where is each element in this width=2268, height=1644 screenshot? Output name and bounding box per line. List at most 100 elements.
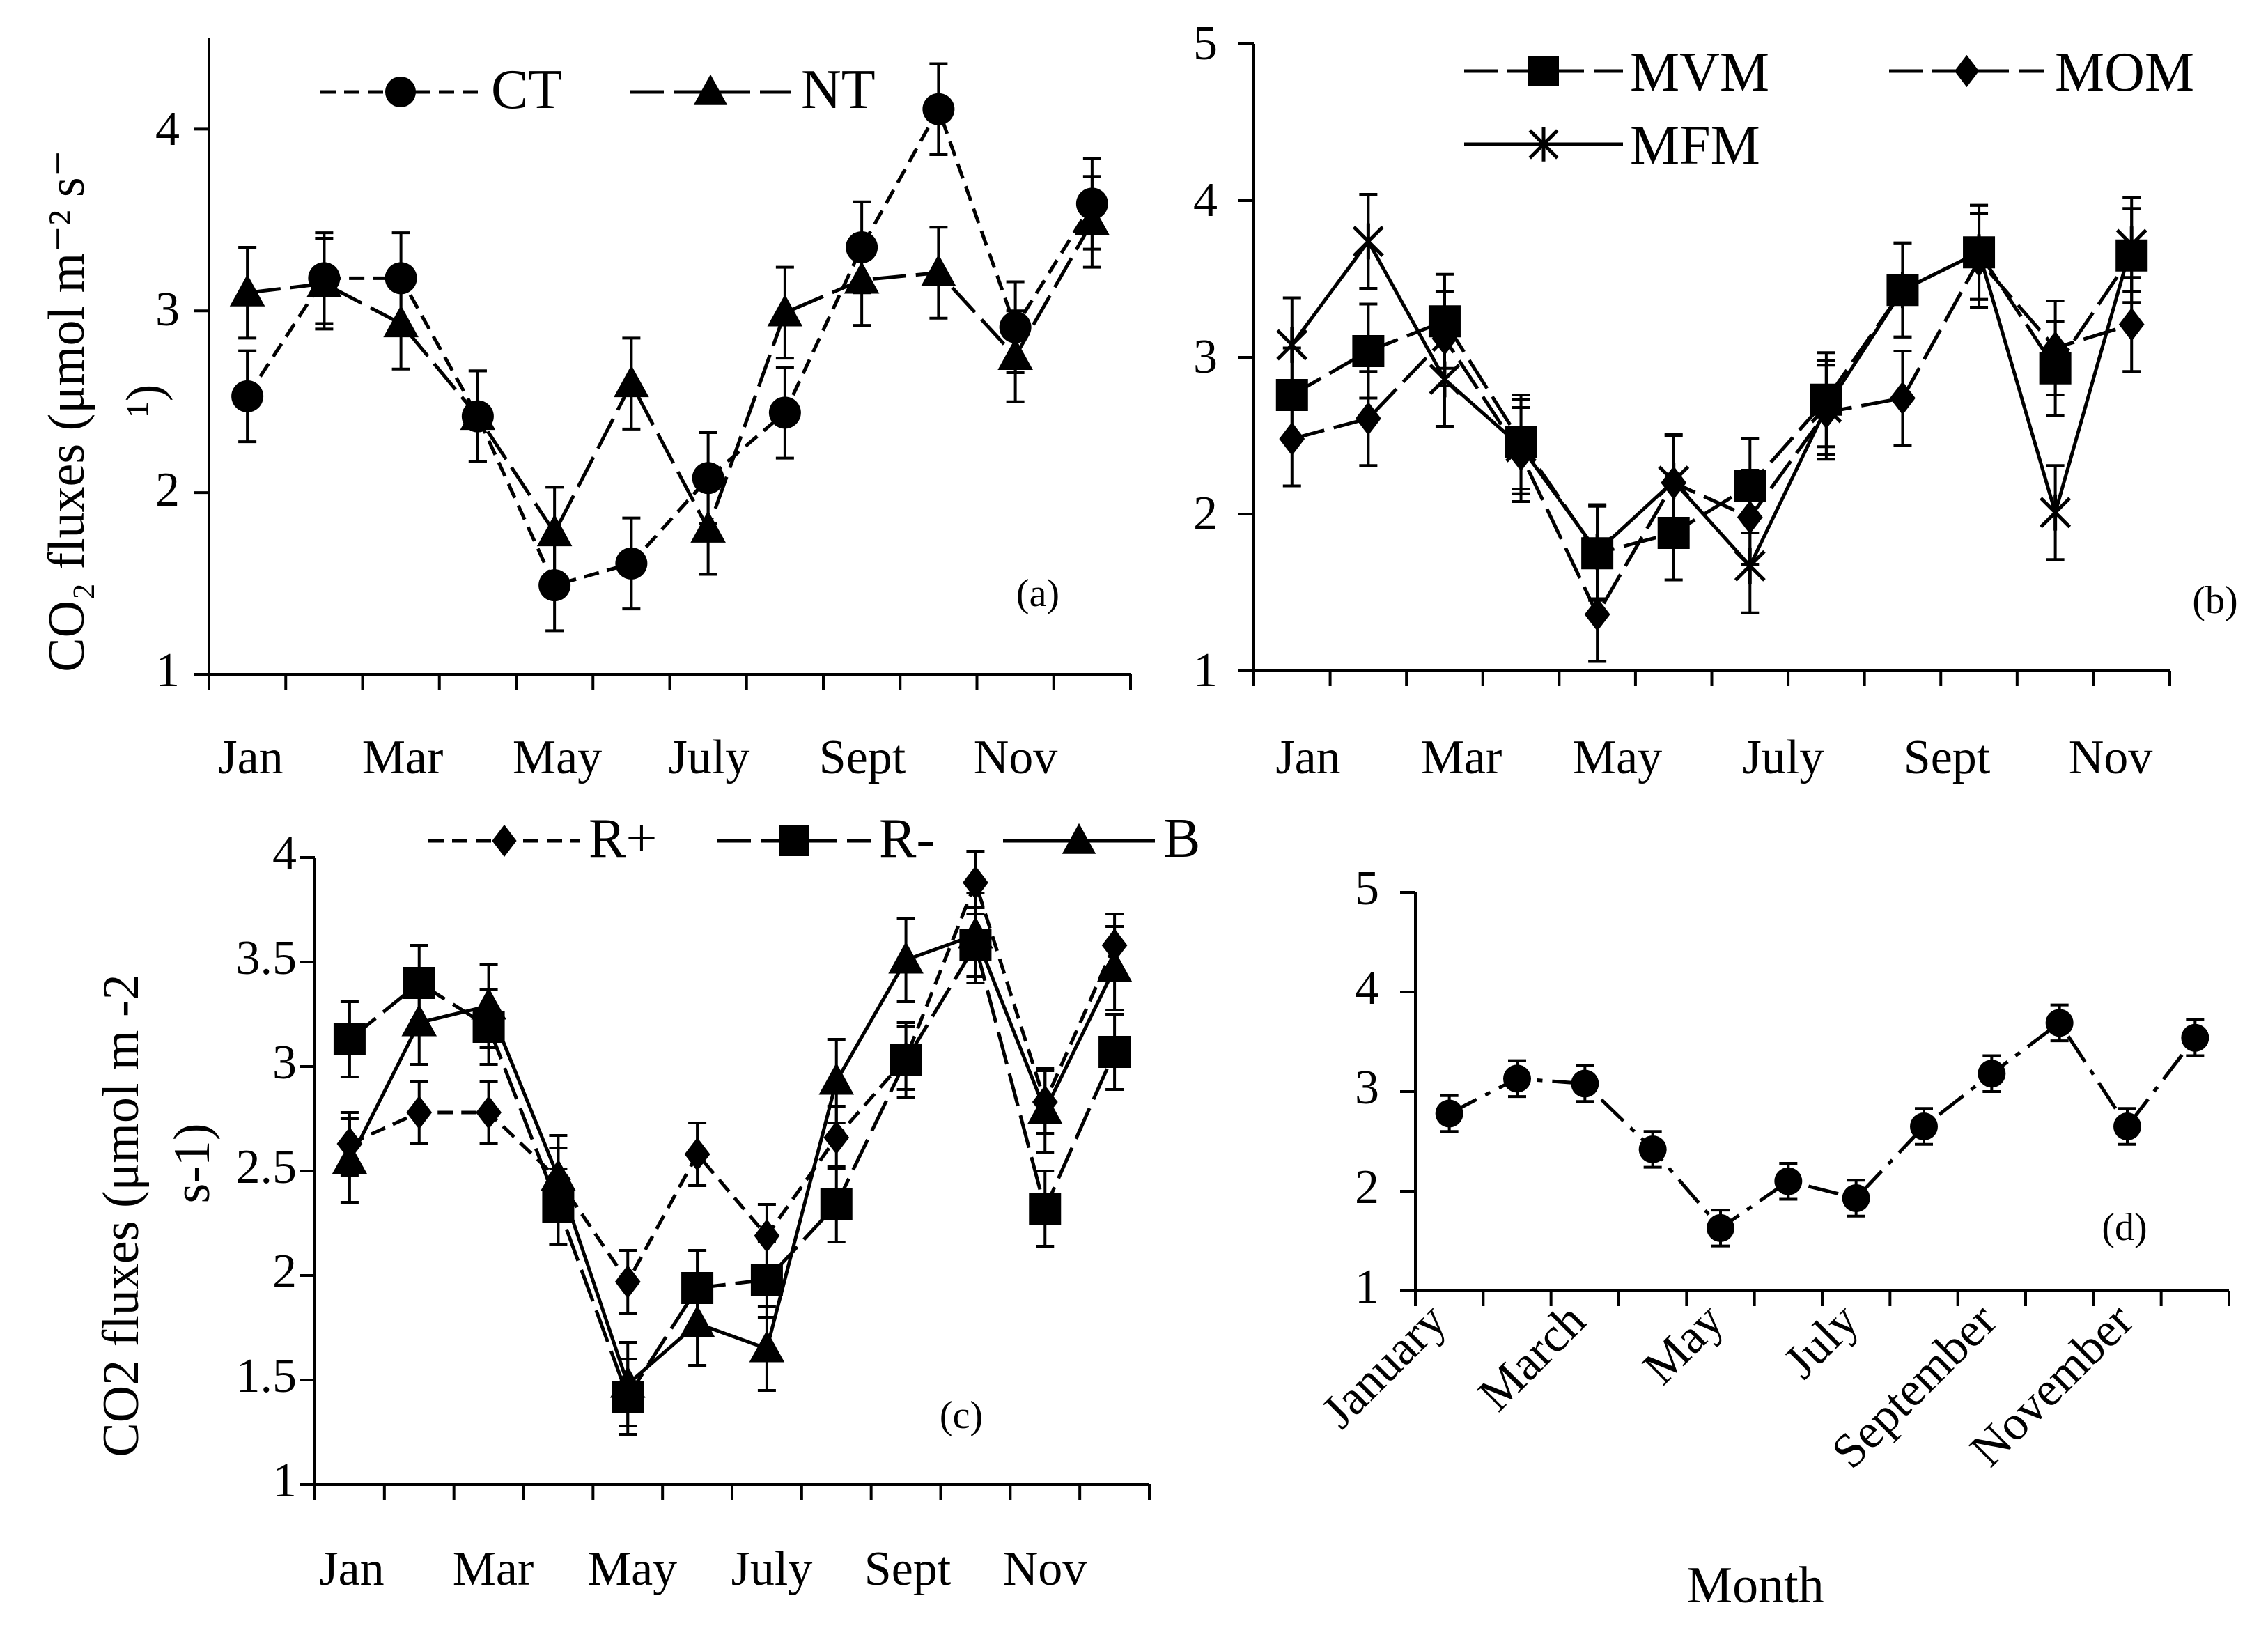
marker-mom-jan-shape — [1279, 421, 1305, 456]
marker-mom-may — [1584, 597, 1610, 632]
y-tick-label: 3 — [155, 283, 180, 336]
marker-mean-jan-shape — [1435, 1099, 1463, 1128]
marker-mfm-jun — [1658, 463, 1690, 499]
marker-nt-jun-shape — [614, 365, 649, 398]
marker-b-sep — [888, 941, 924, 974]
marker-mom-nov-shape — [2042, 331, 2069, 365]
marker-rminusplus-jul-shape — [754, 1218, 780, 1253]
marker-b-mar-shape — [471, 987, 506, 1020]
legend-label-ct: CT — [491, 59, 562, 121]
marker-rminusplus-feb — [406, 1095, 433, 1130]
legend-marker-mvm — [1528, 56, 1559, 86]
marker-b-dec-shape — [1096, 949, 1133, 982]
marker-nt-apr-shape — [460, 398, 496, 431]
marker-mean-feb — [1503, 1064, 1531, 1093]
marker-b-apr-shape — [541, 1158, 576, 1191]
y-tick-label: 1 — [1193, 644, 1218, 697]
marker-mom-sep — [1890, 381, 1916, 415]
marker-mfm-feb-shape — [1352, 223, 1384, 260]
marker-rminus-sep-shape — [890, 1044, 922, 1076]
marker-mean-mar-shape — [1571, 1069, 1599, 1098]
marker-nt-nov-shape — [997, 338, 1033, 371]
x-tick-label: Jan — [218, 731, 283, 784]
marker-mean-oct-shape — [2045, 1009, 2074, 1037]
x-tick-label: Sept — [1904, 731, 1991, 784]
marker-mfm-mar-shape — [1429, 361, 1461, 398]
marker-b-may — [609, 1365, 646, 1398]
legend-marker-ct — [385, 77, 416, 107]
panel-a-y-axis-title: CO₂ fluxes (μmol m⁻² s⁻ — [38, 150, 95, 672]
marker-rminusplus-may — [614, 1264, 641, 1299]
legend-marker-rminusplus-shape — [492, 824, 517, 858]
series-mom — [1279, 212, 2145, 663]
panel-a-x-ticks: Jan Mar May July Sept Nov — [218, 731, 1057, 784]
y-tick-label: 3 — [1193, 330, 1218, 384]
panel-a-label: (a) — [1016, 572, 1059, 615]
marker-nt-mar-shape — [383, 305, 419, 338]
series-line-mom — [1291, 257, 2132, 619]
marker-nt-apr — [460, 398, 496, 431]
marker-b-aug — [818, 1062, 855, 1095]
x-tick-label: July — [669, 731, 750, 784]
marker-b-apr — [541, 1158, 576, 1191]
marker-rminus-aug-shape — [820, 1188, 853, 1220]
y-tick-label: 2.5 — [236, 1140, 297, 1194]
marker-mean-apr-shape — [1638, 1135, 1667, 1163]
y-tick-label: 4 — [1355, 961, 1379, 1015]
marker-b-jul — [749, 1330, 785, 1363]
marker-mfm-nov-shape — [2040, 494, 2072, 531]
marker-mean-may — [1707, 1213, 1734, 1242]
marker-nt-nov — [997, 338, 1033, 371]
marker-nt-aug-shape — [767, 294, 803, 327]
marker-mfm-jul — [1734, 548, 1766, 584]
series-ct — [231, 62, 1108, 633]
panel-c-label: (c) — [940, 1394, 983, 1437]
marker-rminus-jul-shape — [750, 1264, 783, 1296]
marker-mfm-aug — [1810, 389, 1842, 426]
panel-d-y-ticks: 1 2 3 4 5 — [1355, 862, 1379, 1314]
legend-marker-mom-shape — [1954, 54, 1980, 88]
legend-label-mfm: MFM — [1630, 115, 1760, 176]
marker-mfm-oct-shape — [1963, 234, 1995, 271]
y-tick-label: 4 — [1193, 173, 1218, 227]
marker-mean-feb-shape — [1503, 1064, 1531, 1093]
x-tick-label: July — [1743, 731, 1824, 784]
marker-nt-feb — [306, 265, 342, 297]
panel-b-x-ticks: Jan Mar May July Sept Nov — [1275, 731, 2152, 784]
marker-rminus-nov-shape — [1029, 1193, 1062, 1225]
marker-nt-jul — [690, 510, 726, 543]
x-tick-label: Sept — [864, 1542, 952, 1596]
y-tick-label: 1.5 — [236, 1349, 297, 1403]
series-mfm — [1276, 193, 2147, 614]
marker-mfm-apr — [1505, 428, 1537, 465]
legend-marker-rminus — [779, 825, 809, 856]
x-tick-label: May — [588, 1542, 677, 1596]
series-line-mfm — [1290, 238, 2134, 569]
marker-mom-nov — [2042, 331, 2069, 365]
marker-b-jan-shape — [332, 1142, 368, 1174]
x-tick-label: Nov — [2069, 731, 2153, 784]
marker-mfm-oct — [1963, 234, 1995, 271]
marker-rminus-dec-shape — [1098, 1036, 1131, 1068]
x-tick-label: January — [1312, 1294, 1457, 1438]
x-tick-label: March — [1468, 1294, 1597, 1422]
legend-label-nt: NT — [801, 59, 876, 121]
y-tick-label: 2 — [1193, 487, 1218, 541]
marker-nt-dec-shape — [1074, 203, 1110, 236]
marker-rminus-dec — [1098, 1036, 1131, 1068]
marker-mfm-jan-shape — [1276, 327, 1308, 363]
marker-nt-dec — [1074, 203, 1110, 236]
marker-mean-jul — [1842, 1184, 1870, 1213]
marker-b-jul-shape — [749, 1330, 785, 1363]
panel-c-y-ticks: 1 1.5 2 2.5 3 3.5 4 — [236, 827, 297, 1507]
marker-mfm-feb — [1352, 223, 1384, 260]
legend-label-mvm: MVM — [1630, 42, 1769, 103]
marker-mvm-feb — [1352, 335, 1385, 367]
marker-mfm-nov — [2040, 494, 2072, 531]
marker-mean-apr — [1638, 1135, 1667, 1163]
marker-mean-may-shape — [1707, 1213, 1734, 1242]
marker-rminusplus-jul — [754, 1218, 780, 1253]
marker-mfm-jan — [1276, 327, 1308, 363]
marker-mom-jan — [1279, 421, 1305, 456]
marker-b-jun-shape — [679, 1305, 715, 1337]
